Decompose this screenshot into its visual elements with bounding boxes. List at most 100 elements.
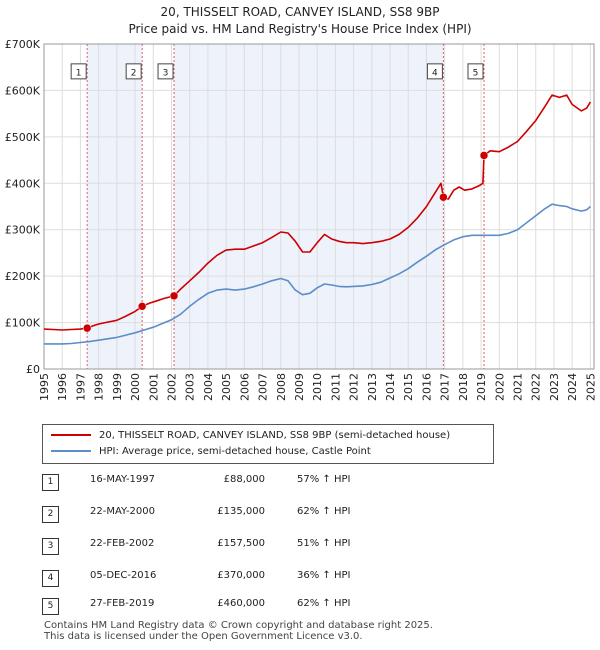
sale-price: £135,000 <box>217 506 265 517</box>
y-tick-label: £500K <box>5 131 41 144</box>
sale-label: 1 <box>70 63 87 80</box>
sale-label-text: 2 <box>131 68 137 78</box>
sale-hpi: 57% ↑ HPI <box>297 474 351 485</box>
legend-label-hpi: HPI: Average price, semi-detached house,… <box>99 446 371 457</box>
sale-label-box <box>70 63 87 80</box>
chart-subtitle: Price paid vs. HM Land Registry's House … <box>128 22 472 36</box>
sale-number: 3 <box>42 538 59 555</box>
legend-swatch-hpi <box>51 450 91 452</box>
sale-label-box <box>467 63 484 80</box>
sale-marker <box>137 302 147 311</box>
plot-border <box>43 43 595 370</box>
x-tick-label: 2018 <box>457 373 470 401</box>
sale-price: £460,000 <box>217 598 265 609</box>
x-tick-label: 2014 <box>384 373 397 401</box>
sale-label: 3 <box>157 63 174 80</box>
sale-number: 4 <box>42 570 59 587</box>
sale-label-box <box>157 63 174 80</box>
x-tick-label: 1999 <box>111 373 124 401</box>
sale-label-text: 1 <box>76 68 82 78</box>
sale-row: 4 05-DEC-2016 £370,000 36% ↑ HPI <box>0 570 600 590</box>
sale-row: 5 27-FEB-2019 £460,000 62% ↑ HPI <box>0 598 600 618</box>
price-chart: 1 2 3 4 5 £0 £100K £200K £300K £400K £500K £600K £70… <box>5 38 598 401</box>
sale-date: 22-FEB-2002 <box>90 538 155 549</box>
chart-title: 20, THISSELT ROAD, CANVEY ISLAND, SS8 9B… <box>160 5 440 19</box>
y-tick-label: £0 <box>26 363 40 376</box>
x-tick-label: 2008 <box>275 373 288 401</box>
footer-licence: This data is licensed under the Open Gov… <box>44 631 363 642</box>
sale-row: 2 22-MAY-2000 £135,000 62% ↑ HPI <box>0 506 600 526</box>
x-tick-label: 2009 <box>293 373 306 401</box>
x-tick-label: 2025 <box>584 373 597 401</box>
x-tick-label: 2015 <box>402 373 415 401</box>
sale-row: 1 16-MAY-1997 £88,000 57% ↑ HPI <box>0 474 600 494</box>
legend-swatch-property <box>51 434 91 436</box>
x-tick-label: 1997 <box>74 373 87 401</box>
sale-label-text: 3 <box>163 68 169 78</box>
footer: Contains HM Land Registry data © Crown c… <box>44 620 433 642</box>
y-tick-label: £300K <box>5 224 41 237</box>
x-tick-label: 2005 <box>220 373 233 401</box>
sale-price: £370,000 <box>217 570 265 581</box>
legend-item-hpi: HPI: Average price, semi-detached house,… <box>51 445 371 459</box>
x-tick-label: 2007 <box>257 373 270 401</box>
x-tick-label: 2000 <box>129 373 142 401</box>
sale-label-box <box>426 63 443 80</box>
sale-marker <box>82 323 92 333</box>
ownership-shade <box>174 44 444 369</box>
legend: 20, THISSELT ROAD, CANVEY ISLAND, SS8 9B… <box>42 424 494 464</box>
sale-date: 27-FEB-2019 <box>90 598 155 609</box>
x-tick-label: 2011 <box>329 373 342 401</box>
sale-price: £157,500 <box>217 538 265 549</box>
x-tick-label: 2012 <box>348 373 361 401</box>
y-tick-label: £600K <box>5 84 41 97</box>
sale-label-text: 4 <box>432 68 438 78</box>
sale-hpi: 51% ↑ HPI <box>297 538 351 549</box>
x-tick-label: 2022 <box>530 373 543 401</box>
y-tick-label: £200K <box>5 270 41 283</box>
sale-number: 1 <box>42 474 59 491</box>
sale-marker <box>479 151 489 160</box>
sale-date: 05-DEC-2016 <box>90 570 157 581</box>
x-tick-label: 2024 <box>566 373 579 401</box>
sale-label: 2 <box>125 63 142 80</box>
ownership-shade <box>87 44 143 369</box>
sale-marker <box>169 291 179 301</box>
legend-label-property: 20, THISSELT ROAD, CANVEY ISLAND, SS8 9B… <box>99 430 451 441</box>
x-tick-label: 2021 <box>512 373 525 401</box>
x-tick-label: 2010 <box>311 373 324 401</box>
x-tick-label: 2004 <box>202 373 215 401</box>
x-tick-label: 1998 <box>93 373 106 401</box>
sale-hpi: 62% ↑ HPI <box>297 506 351 517</box>
sale-date: 22-MAY-2000 <box>90 506 156 517</box>
sale-date: 16-MAY-1997 <box>90 474 156 485</box>
x-tick-label: 2020 <box>493 373 506 401</box>
sale-label-text: 5 <box>473 68 479 78</box>
sale-label: 5 <box>467 63 484 80</box>
sale-label-box <box>125 63 142 80</box>
x-tick-label: 2016 <box>420 373 433 401</box>
x-tick-label: 2019 <box>475 373 488 401</box>
x-tick-label: 1996 <box>56 373 69 401</box>
legend-item-property: 20, THISSELT ROAD, CANVEY ISLAND, SS8 9B… <box>51 429 450 443</box>
sale-row: 3 22-FEB-2002 £157,500 51% ↑ HPI <box>0 538 600 558</box>
x-tick-label: 1995 <box>38 373 51 401</box>
y-tick-label: £400K <box>5 177 41 190</box>
y-tick-label: £100K <box>5 317 41 330</box>
x-tick-label: 2003 <box>184 373 197 401</box>
x-tick-label: 2002 <box>165 373 178 401</box>
sale-marker <box>439 192 448 202</box>
sale-label: 4 <box>426 63 443 80</box>
x-tick-label: 2023 <box>548 373 561 401</box>
hpi-line <box>44 203 591 345</box>
sale-price: £88,000 <box>223 474 265 485</box>
x-tick-label: 2006 <box>238 373 251 401</box>
x-tick-label: 2013 <box>366 373 379 401</box>
x-tick-label: 2001 <box>147 373 160 401</box>
y-tick-label: £700K <box>5 38 41 51</box>
x-tick-label: 2017 <box>439 373 452 401</box>
footer-copyright: Contains HM Land Registry data © Crown c… <box>44 620 433 631</box>
sale-hpi: 62% ↑ HPI <box>297 598 351 609</box>
sale-number: 5 <box>42 598 59 615</box>
sale-number: 2 <box>42 506 59 523</box>
